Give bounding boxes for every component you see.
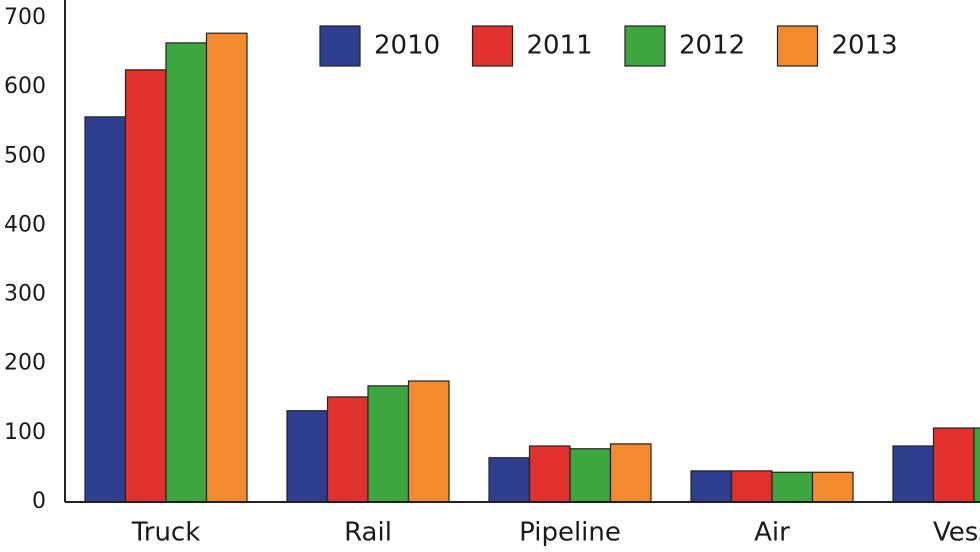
bar	[973, 427, 980, 503]
bar	[286, 410, 329, 503]
y-tick-label: 200	[4, 351, 46, 376]
bar	[326, 396, 369, 503]
y-tick-label: 500	[4, 143, 46, 168]
legend-label: 2011	[527, 31, 593, 61]
bar	[124, 69, 167, 503]
legend-swatch	[624, 25, 666, 67]
bar	[569, 448, 612, 503]
y-tick-label: 0	[32, 489, 46, 514]
x-tick-label: Air	[754, 518, 790, 548]
x-tick-label: Truck	[131, 518, 201, 548]
x-tick-label: Rail	[344, 518, 392, 548]
bar	[165, 42, 208, 503]
bar	[407, 380, 450, 503]
legend-label: 2010	[374, 31, 440, 61]
bar	[488, 457, 531, 503]
legend-label: 2013	[832, 31, 898, 61]
y-tick-label: 700	[4, 5, 46, 30]
bar	[528, 445, 571, 503]
y-tick-label: 400	[4, 212, 46, 237]
bar	[730, 470, 773, 503]
y-tick-label: 600	[4, 74, 46, 99]
bar	[690, 470, 733, 503]
y-tick-label: 300	[4, 282, 46, 307]
bar	[932, 427, 975, 503]
legend-swatch	[776, 25, 819, 67]
bar	[892, 445, 935, 503]
legend-swatch	[471, 25, 514, 67]
x-tick-label: Pipeline	[519, 518, 621, 548]
bar	[771, 471, 814, 503]
bar	[609, 443, 652, 503]
bar	[205, 32, 248, 503]
y-tick-label: 100	[4, 420, 46, 445]
legend-swatch	[319, 25, 361, 67]
bar	[84, 116, 127, 503]
x-tick-label: Vessel	[933, 518, 980, 548]
bar	[367, 385, 410, 503]
bar	[811, 471, 854, 503]
legend-label: 2012	[679, 31, 745, 61]
